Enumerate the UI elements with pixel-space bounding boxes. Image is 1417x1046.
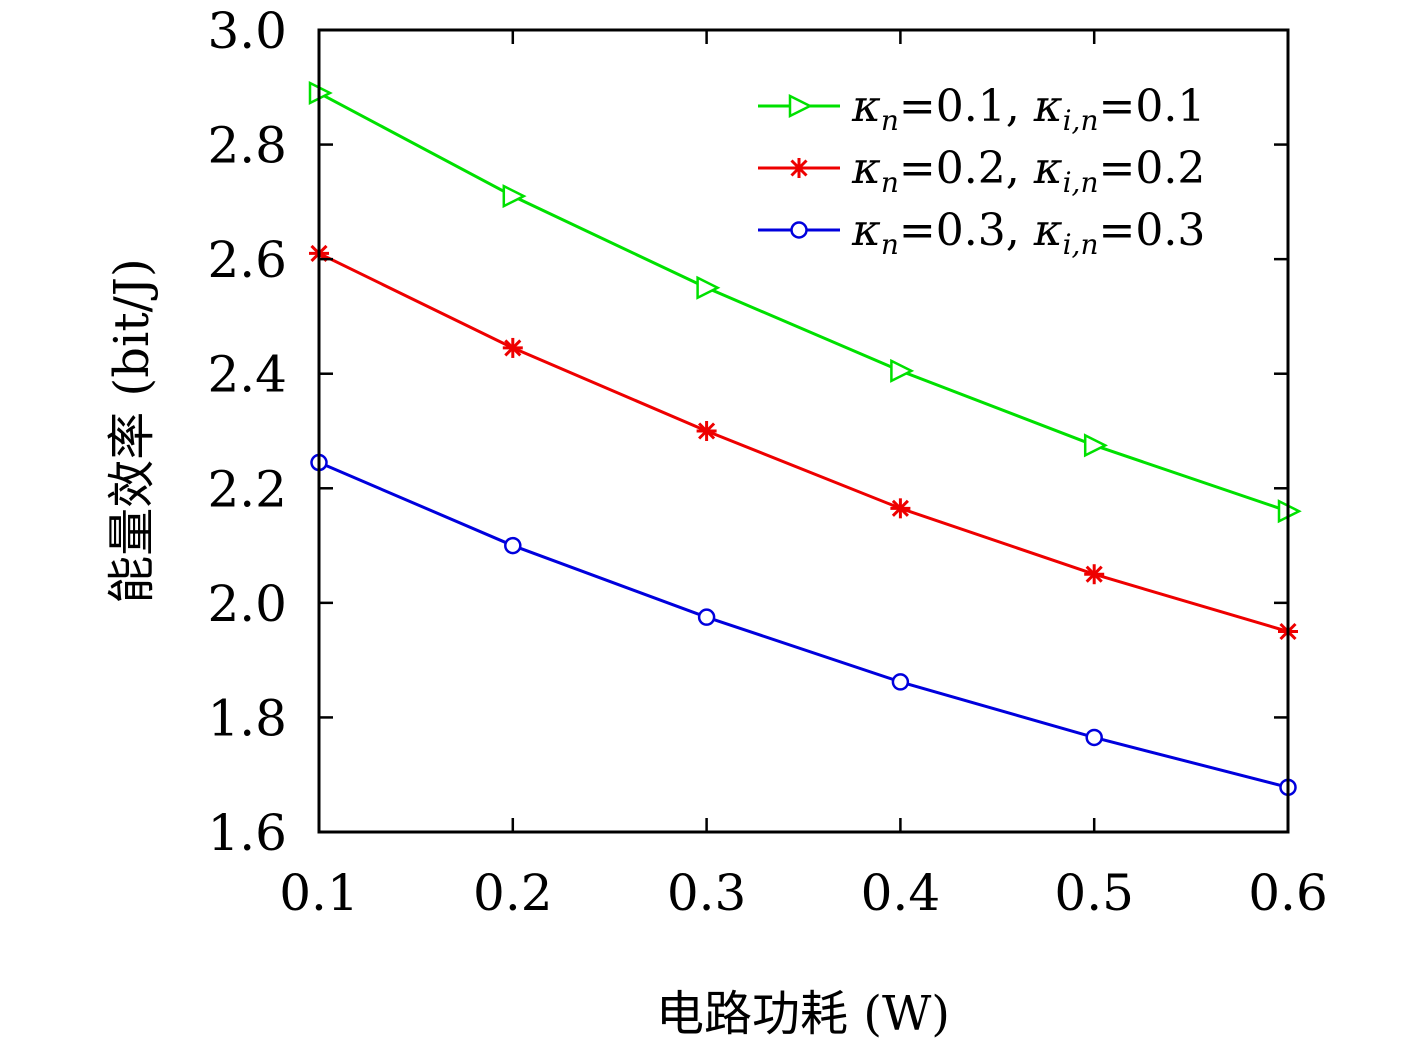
data-point <box>1083 433 1108 458</box>
legend-marker <box>788 93 813 119</box>
data-point <box>502 184 527 209</box>
x-tick-label: 0.6 <box>1248 864 1328 922</box>
x-tick-label: 0.5 <box>1054 864 1134 922</box>
y-axis-title: 能量效率 (bit/J) <box>104 258 160 604</box>
data-point <box>696 421 717 441</box>
legend-label: κn=0.1, κi,n=0.1 <box>851 81 1205 137</box>
series-3 <box>310 453 1297 797</box>
legend-entry-2: κn=0.2, κi,n=0.2 <box>758 143 1205 199</box>
legend: κn=0.1, κi,n=0.1 κn=0.2, κi,n=0.2 κn=0.3, … <box>758 81 1205 261</box>
y-tick-label: 2.4 <box>207 346 287 404</box>
data-point <box>890 498 911 519</box>
y-tick-label: 2.8 <box>207 117 287 175</box>
data-point <box>1085 728 1103 747</box>
y-tick-label: 1.8 <box>207 689 287 747</box>
legend-marker <box>789 158 809 178</box>
data-point <box>696 275 721 300</box>
data-point <box>891 673 910 691</box>
series-line <box>318 461 1289 789</box>
x-axis-title: 电路功耗 (W) <box>656 986 950 1042</box>
plot-frame <box>317 28 1290 834</box>
series-line <box>318 252 1289 633</box>
data-point <box>1084 564 1105 585</box>
x-tick-label: 0.1 <box>279 864 359 922</box>
legend-entry-1: κn=0.1, κi,n=0.1 <box>758 81 1205 137</box>
x-tick-label: 0.2 <box>473 864 553 922</box>
y-tick-label: 3.0 <box>207 2 287 60</box>
y-tick-label: 2.0 <box>207 575 287 633</box>
series-line <box>318 91 1289 513</box>
y-tick-label: 2.6 <box>207 231 287 289</box>
legend-label: κn=0.2, κi,n=0.2 <box>851 143 1205 199</box>
legend-entry-3: κn=0.3, κi,n=0.3 <box>758 205 1205 261</box>
data-point <box>502 337 523 358</box>
x-tick-label: 0.3 <box>667 864 747 922</box>
data-point <box>504 536 522 555</box>
series-2 <box>309 243 1298 642</box>
y-tick-label: 2.2 <box>207 460 287 518</box>
axis-layer: 0.1 0.2 0.3 0.4 0.5 0.6 1.6 1.8 2.0 2.2 2.4 2.6 2.8 3… <box>207 2 1327 922</box>
y-tick-label: 1.6 <box>207 804 287 862</box>
data-point <box>890 358 915 383</box>
legend-marker <box>790 221 808 239</box>
x-tick-label: 0.4 <box>861 864 941 922</box>
legend-label: κn=0.3, κi,n=0.3 <box>851 205 1205 261</box>
data-point <box>697 608 716 626</box>
